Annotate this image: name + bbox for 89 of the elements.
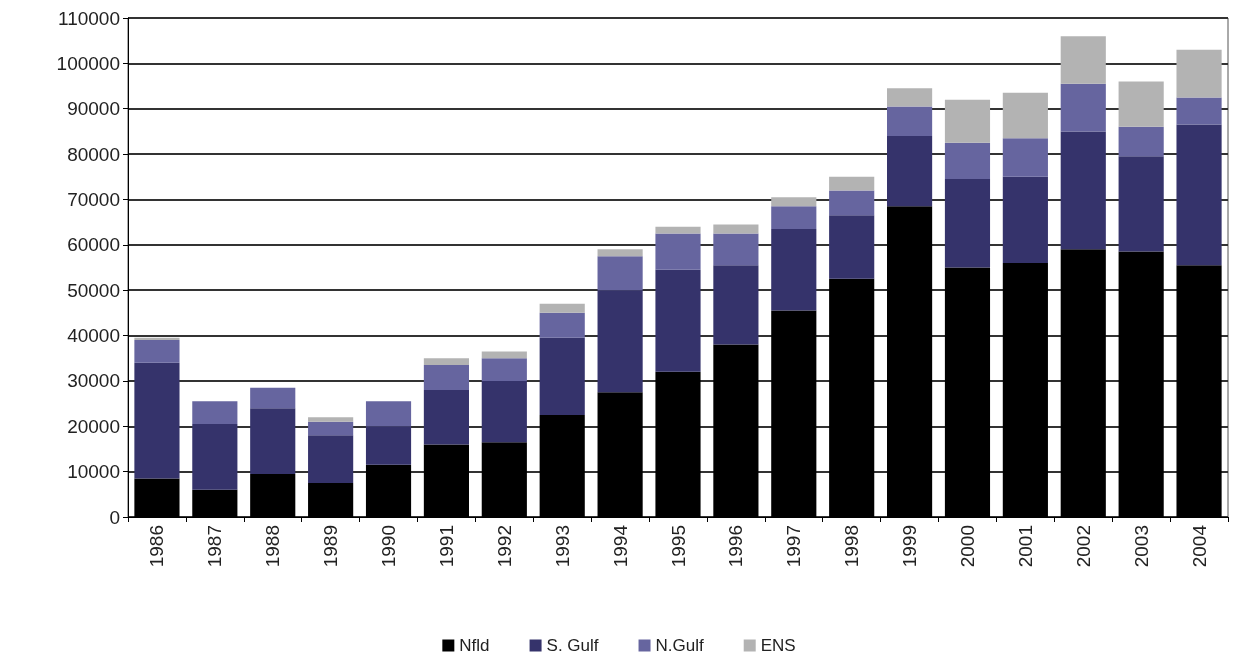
bar bbox=[1176, 97, 1222, 125]
x-tick-label: 1996 bbox=[725, 525, 747, 568]
bar bbox=[423, 365, 469, 390]
bar bbox=[308, 435, 354, 483]
bar bbox=[597, 256, 643, 291]
bar bbox=[887, 88, 933, 107]
bar bbox=[829, 176, 875, 191]
x-tick-label: 2002 bbox=[1072, 525, 1094, 568]
x-tick-label: 1989 bbox=[320, 525, 342, 568]
x-tick-label: 1991 bbox=[435, 525, 457, 568]
y-tick-label: 60000 bbox=[67, 234, 120, 256]
bar bbox=[597, 249, 643, 257]
legend-label: Nfld bbox=[459, 636, 490, 655]
legend-label: S. Gulf bbox=[546, 636, 599, 655]
bar bbox=[481, 380, 527, 443]
y-tick-label: 50000 bbox=[67, 279, 120, 301]
x-tick-label: 2001 bbox=[1014, 525, 1036, 568]
bar bbox=[250, 408, 296, 474]
bar bbox=[1060, 131, 1106, 250]
x-tick-label: 2000 bbox=[956, 525, 978, 568]
bar bbox=[713, 233, 759, 266]
bar bbox=[944, 142, 991, 180]
bar bbox=[423, 358, 469, 366]
y-tick-label: 0 bbox=[109, 506, 120, 528]
legend-label: ENS bbox=[760, 636, 796, 655]
y-tick-label: 30000 bbox=[67, 370, 120, 392]
bar bbox=[655, 226, 701, 234]
bar bbox=[1176, 124, 1222, 266]
x-tick-label: 1997 bbox=[783, 525, 805, 568]
x-tick-label: 1993 bbox=[551, 525, 573, 568]
bar bbox=[134, 337, 180, 341]
bar bbox=[1060, 83, 1106, 132]
bar bbox=[829, 190, 875, 216]
y-tick-label: 90000 bbox=[67, 98, 120, 120]
bar bbox=[1002, 138, 1048, 177]
bar bbox=[192, 424, 238, 490]
bar bbox=[713, 224, 759, 234]
x-tick-label: 2004 bbox=[1188, 524, 1210, 568]
bar bbox=[308, 417, 354, 422]
bar bbox=[1176, 49, 1222, 98]
y-tick-label: 80000 bbox=[67, 143, 120, 165]
x-tick-label: 1994 bbox=[609, 524, 631, 568]
bar bbox=[308, 421, 354, 436]
bar bbox=[771, 228, 817, 311]
y-tick-label: 40000 bbox=[67, 325, 120, 347]
bar bbox=[1002, 92, 1048, 139]
bar bbox=[713, 265, 759, 345]
bar bbox=[134, 340, 180, 363]
bar bbox=[365, 401, 412, 427]
bar bbox=[597, 290, 643, 393]
bar bbox=[539, 337, 585, 415]
bar bbox=[655, 233, 701, 270]
bar bbox=[771, 197, 817, 207]
bar bbox=[539, 312, 585, 338]
bar bbox=[481, 351, 527, 359]
bar bbox=[1118, 126, 1164, 157]
x-tick-label: 1998 bbox=[841, 525, 863, 568]
bar bbox=[655, 269, 701, 372]
x-tick-label: 1995 bbox=[667, 525, 689, 568]
y-tick-label: 70000 bbox=[67, 188, 120, 210]
x-tick-label: 1999 bbox=[899, 525, 921, 568]
legend-label: N.Gulf bbox=[655, 636, 704, 655]
x-tick-label: 2003 bbox=[1130, 525, 1152, 568]
x-tick-label: 1988 bbox=[262, 525, 284, 568]
bar bbox=[887, 106, 933, 136]
x-tick-label: 1987 bbox=[204, 525, 226, 568]
bar bbox=[134, 362, 180, 479]
bar bbox=[1060, 36, 1106, 84]
bar bbox=[1118, 156, 1164, 252]
bar bbox=[771, 206, 817, 229]
bar bbox=[481, 358, 527, 381]
bar bbox=[829, 215, 875, 279]
bar bbox=[1002, 176, 1048, 263]
x-tick-label: 1986 bbox=[146, 525, 168, 568]
bar bbox=[192, 401, 238, 424]
bar bbox=[539, 303, 585, 313]
y-tick-label: 110000 bbox=[58, 7, 120, 29]
bar bbox=[365, 426, 412, 465]
x-tick-label: 1990 bbox=[378, 525, 400, 568]
bar bbox=[887, 135, 933, 207]
y-tick-label: 10000 bbox=[67, 461, 120, 483]
bar bbox=[944, 179, 991, 268]
bar bbox=[250, 387, 296, 409]
y-tick-label: 20000 bbox=[67, 415, 120, 437]
bar bbox=[423, 389, 469, 445]
bar bbox=[944, 99, 991, 143]
x-tick-label: 1992 bbox=[493, 525, 515, 568]
bar bbox=[1118, 81, 1164, 127]
y-tick-label: 100000 bbox=[56, 52, 120, 74]
